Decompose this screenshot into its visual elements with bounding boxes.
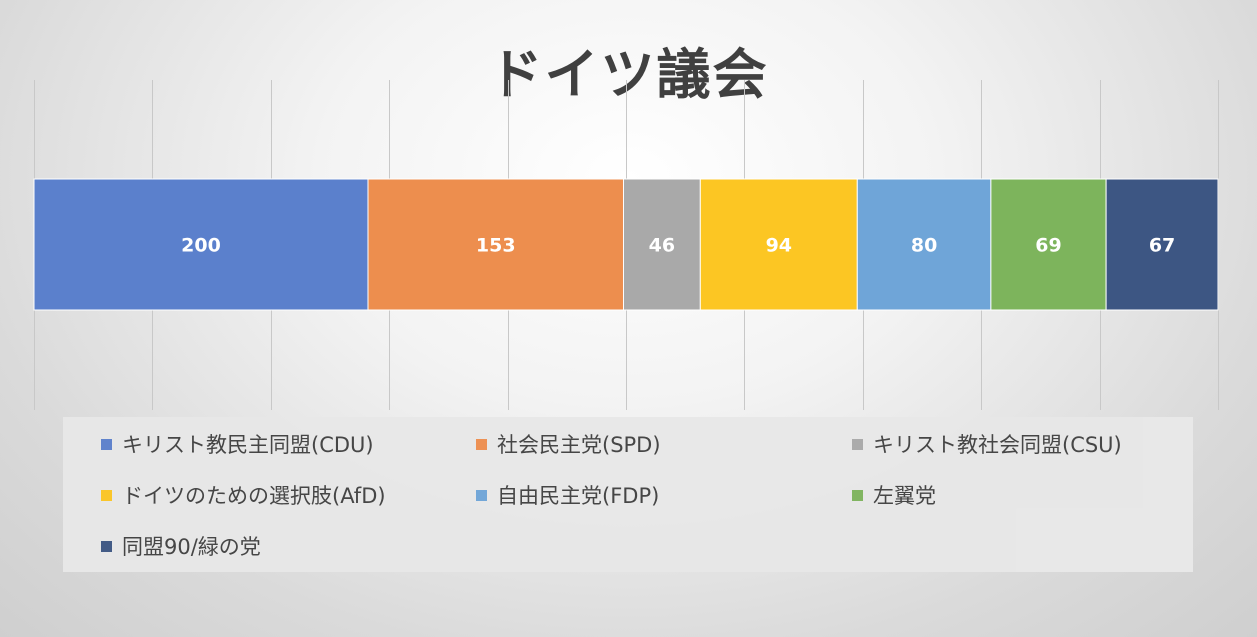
legend-item-3: ドイツのための選択肢(AfD) — [101, 480, 386, 510]
legend-swatch — [476, 489, 487, 501]
legend-item-5: 左翼党 — [852, 480, 936, 510]
legend-label: キリスト教民主同盟(CDU) — [122, 433, 374, 457]
legend-swatch — [852, 438, 863, 450]
legend-item-4: 自由民主党(FDP) — [476, 480, 659, 510]
legend-swatch — [101, 489, 112, 501]
legend-swatch — [852, 489, 863, 501]
data-label-5: 69 — [1035, 235, 1061, 257]
legend-label: 同盟90/緑の党 — [122, 535, 261, 559]
legend-swatch — [101, 540, 112, 552]
bars — [33, 178, 1219, 311]
legend-label: キリスト教社会同盟(CSU) — [873, 433, 1122, 457]
chart-legend: キリスト教民主同盟(CDU) 社会民主党(SPD) キリスト教社会同盟(CSU) ドイ… — [63, 417, 1193, 572]
data-label-2: 46 — [649, 235, 675, 257]
legend-item-6: 同盟90/緑の党 — [101, 531, 261, 561]
legend-label: 自由民主党(FDP) — [497, 484, 660, 508]
bar-segment-5 — [990, 178, 1107, 311]
legend-swatch — [101, 438, 112, 450]
data-label-1: 153 — [476, 235, 516, 257]
data-label-4: 80 — [911, 235, 937, 257]
legend-label: ドイツのための選択肢(AfD) — [122, 484, 386, 508]
bar-chart: 200 153 46 94 80 69 67 — [33, 80, 1219, 410]
bar-segment-2 — [622, 178, 701, 311]
legend-item-1: 社会民主党(SPD) — [476, 429, 661, 459]
data-labels: 200 153 46 94 80 69 67 — [181, 235, 1175, 257]
legend-item-0: キリスト教民主同盟(CDU) — [101, 429, 374, 459]
legend-item-2: キリスト教社会同盟(CSU) — [852, 429, 1122, 459]
chart-title: ドイツ議会 — [488, 43, 769, 106]
bar-segment-0 — [33, 178, 369, 311]
legend-label: 社会民主党(SPD) — [497, 433, 661, 457]
legend-label: 左翼党 — [873, 484, 936, 508]
legend-swatch — [476, 438, 487, 450]
chart-plot-area: 200 153 46 94 80 69 67 — [33, 80, 1219, 410]
data-label-0: 200 — [181, 235, 221, 257]
bar-segment-6 — [1105, 178, 1219, 311]
data-label-3: 94 — [766, 235, 792, 257]
data-label-6: 67 — [1149, 235, 1175, 257]
bar-segment-4 — [856, 178, 992, 311]
